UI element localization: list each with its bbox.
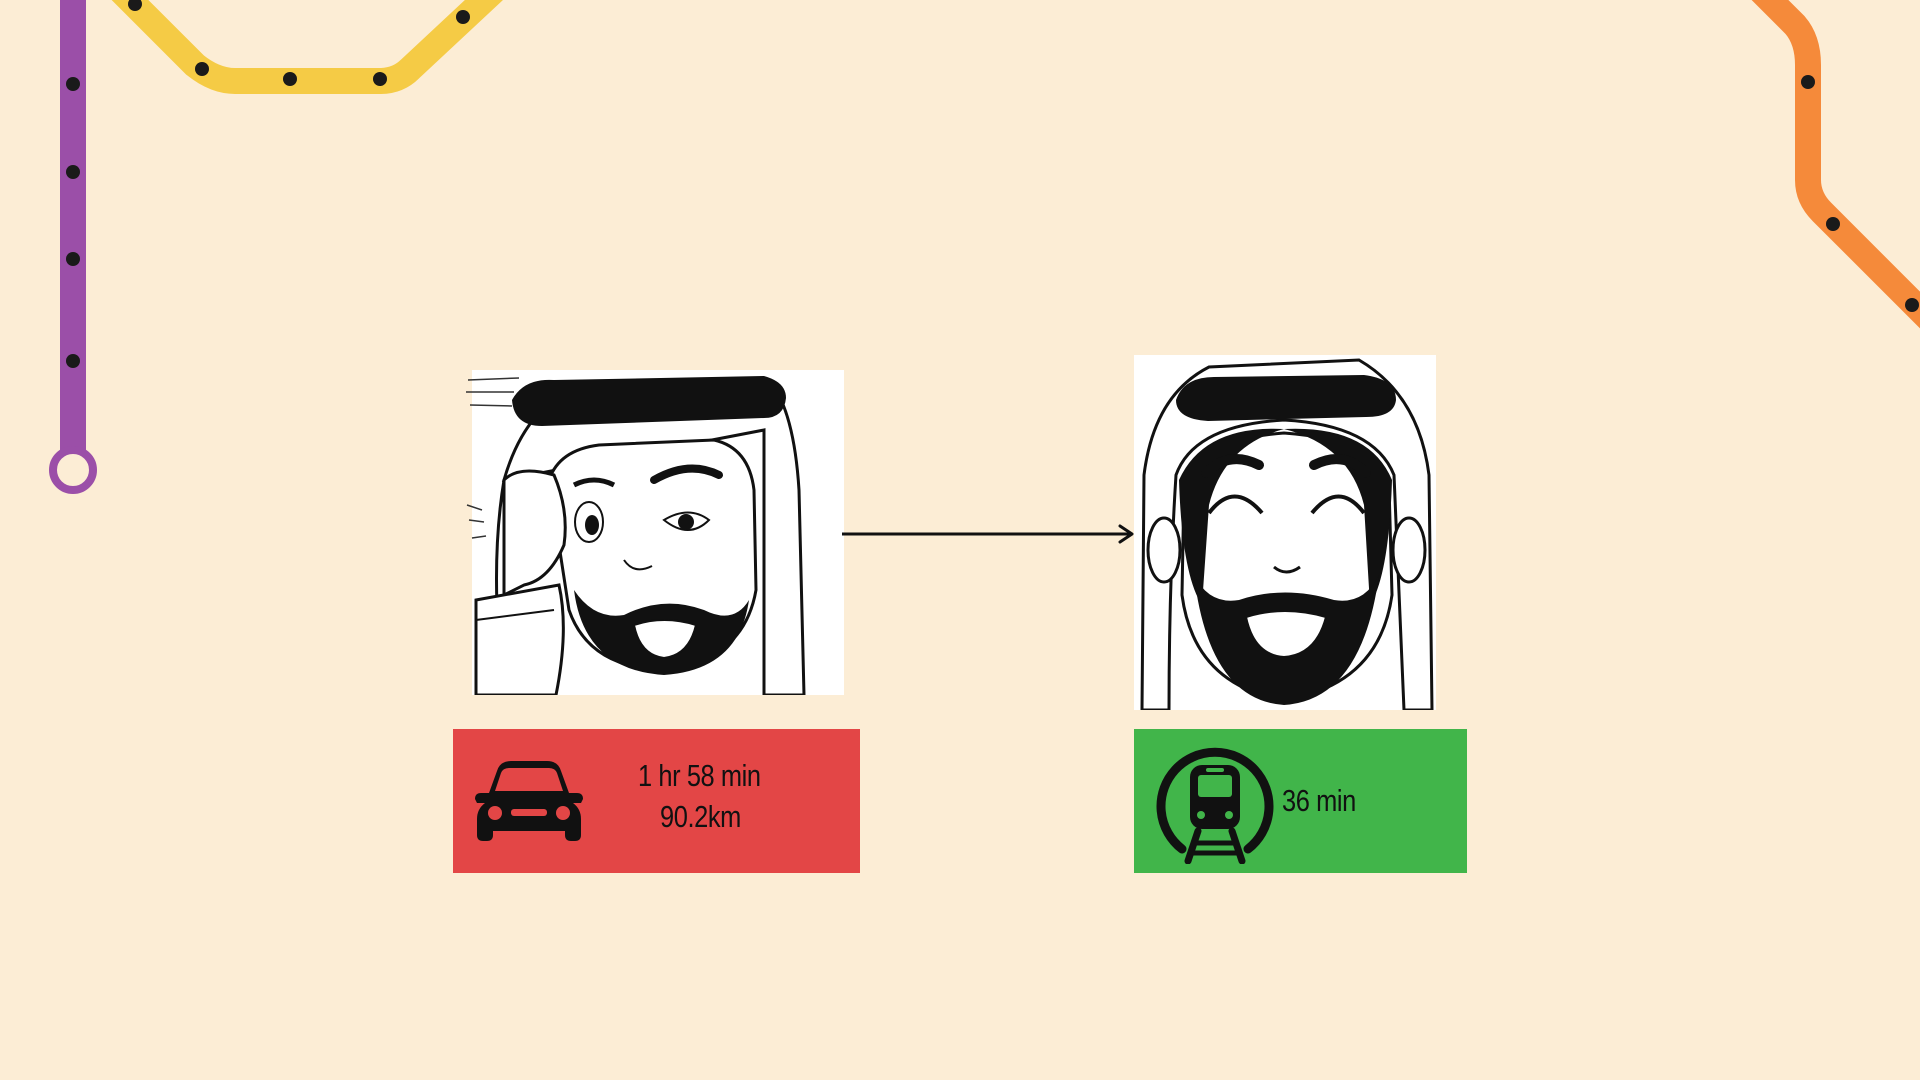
car-duration-text: 1 hr 58 min bbox=[638, 755, 761, 797]
orange-metro-line bbox=[1755, 0, 1920, 325]
arrow-right-icon bbox=[840, 520, 1140, 550]
happy-man-illustration bbox=[1134, 355, 1439, 710]
metro-travel-info-box: 36 min bbox=[1134, 729, 1467, 873]
metro-train-icon bbox=[1154, 739, 1276, 864]
stressed-man-illustration bbox=[464, 370, 844, 695]
purple-metro-line bbox=[53, 0, 93, 490]
metro-duration-text: 36 min bbox=[1282, 780, 1356, 822]
yellow-metro-line bbox=[115, 0, 500, 86]
car-distance-text: 90.2km bbox=[660, 796, 741, 838]
car-icon bbox=[473, 757, 585, 847]
car-travel-info-box: 1 hr 58 min 90.2km bbox=[453, 729, 860, 873]
